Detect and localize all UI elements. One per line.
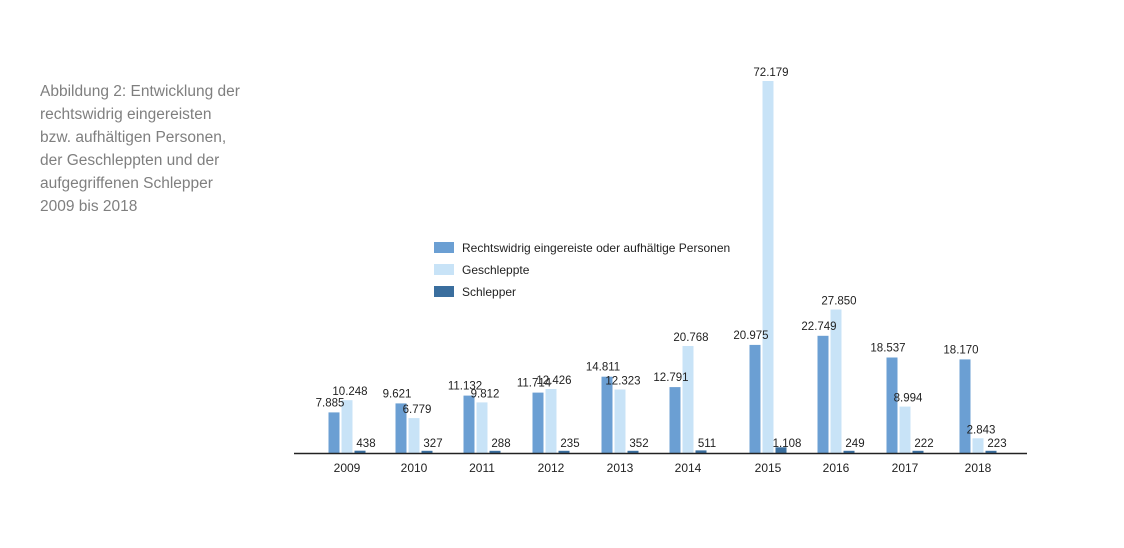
x-tick-label-2016: 2016 [823,461,850,475]
x-tick-label-2018: 2018 [965,461,992,475]
data-label-2014-series-3: 511 [698,438,716,450]
caption-line: rechtswidrig eingereisten [40,106,212,123]
legend-swatch-1 [434,242,454,253]
bar-2011-series-2 [476,402,488,453]
data-label-2011-series-2: 9.812 [471,388,500,400]
data-label-2016-series-2: 27.850 [821,296,856,308]
bar-2010-series-1 [395,403,407,453]
bar-2013-series-1 [601,376,613,453]
chart-bars [328,81,997,453]
data-label-2010-series-3: 327 [423,438,442,450]
bar-2014-series-2 [682,346,694,453]
bar-2012-series-1 [532,392,544,453]
data-label-2017-series-3: 222 [914,438,933,450]
bar-2015-series-3 [775,447,787,453]
data-label-2018-series-2: 2.843 [967,424,996,436]
data-label-2012-series-3: 235 [560,438,579,450]
chart-legend: Rechtswidrig eingereiste oder aufhältige… [434,241,730,299]
data-label-2009-series-2: 10.248 [332,386,367,398]
caption-line: aufgegriffenen Schlepper [40,175,213,192]
data-label-2018-series-3: 223 [987,438,1006,450]
x-tick-label-2013: 2013 [607,461,634,475]
caption-line: 2009 bis 2018 [40,198,138,215]
legend-label-1: Rechtswidrig eingereiste oder aufhältige… [462,241,730,255]
data-label-2015-series-2: 72.179 [753,67,788,79]
data-label-2013-series-3: 352 [629,438,648,450]
data-label-2009-series-3: 438 [356,438,375,450]
x-tick-label-2009: 2009 [334,461,361,475]
x-tick-label-2012: 2012 [538,461,565,475]
data-label-2013-series-2: 12.323 [605,376,640,388]
figure-caption: Abbildung 2: Entwicklung der rechtswidri… [40,80,280,218]
bar-2013-series-3 [627,450,639,453]
data-label-2011-series-1: 11.132 [448,381,482,393]
data-label-2018-series-1: 18.170 [943,344,978,356]
x-tick-label-2017: 2017 [892,461,919,475]
data-label-2017-series-1: 18.537 [870,343,905,355]
legend-label-3: Schlepper [462,285,516,299]
bar-2010-series-2 [408,418,420,453]
bar-2018-series-2 [972,438,984,453]
bar-2016-series-2 [830,309,842,453]
data-label-2015-series-3: 1.108 [773,438,802,450]
bar-2017-series-3 [912,450,924,453]
data-label-2014-series-2: 20.768 [673,332,708,344]
legend-label-2: Geschleppte [462,263,530,277]
bar-2018-series-1 [959,359,971,453]
bar-2011-series-1 [463,395,475,453]
data-label-2009-series-1: 7.885 [316,397,345,409]
bar-2014-series-3 [695,450,707,453]
data-label-2012-series-1: 11.714 [517,378,552,390]
bar-2013-series-2 [614,389,626,453]
bar-2015-series-2 [762,81,774,453]
caption-line: Abbildung 2: Entwicklung der [40,83,240,100]
bar-2010-series-3 [421,450,433,453]
bar-2015-series-1 [749,344,761,453]
data-label-2013-series-1: 14.811 [586,362,620,374]
data-label-2011-series-3: 288 [491,438,510,450]
bar-2009-series-3 [354,450,366,453]
bar-2017-series-2 [899,406,911,453]
legend-swatch-2 [434,264,454,275]
data-label-2016-series-1: 22.749 [801,321,836,333]
data-label-2010-series-2: 6.779 [403,404,432,416]
data-label-2017-series-2: 8.994 [894,393,923,405]
data-label-2012-series-2: 12.426 [536,375,571,387]
data-label-2015-series-1: 20.975 [733,330,768,342]
caption-line: der Geschleppten und der [40,152,220,169]
legend-swatch-3 [434,286,454,297]
x-tick-label-2015: 2015 [755,461,782,475]
bar-2018-series-3 [985,450,997,453]
bar-2009-series-1 [328,412,340,453]
data-label-2016-series-3: 249 [845,438,864,450]
x-axis-ticks: 2009 2010 2011 2012 2013 2014 2015 2016 2017 2018 [334,461,992,475]
bar-2011-series-3 [489,450,501,453]
data-label-2010-series-1: 9.621 [383,388,412,400]
x-tick-label-2010: 2010 [401,461,428,475]
bar-2014-series-1 [669,387,681,453]
caption-line: bzw. aufhältigen Personen, [40,129,227,146]
bar-2016-series-1 [817,335,829,453]
x-tick-label-2011: 2011 [469,461,495,475]
bar-2012-series-2 [545,389,557,453]
bar-2009-series-2 [341,400,353,453]
data-label-2014-series-1: 12.791 [653,372,688,384]
bar-2012-series-3 [558,450,570,453]
bar-2016-series-3 [843,450,855,453]
x-tick-label-2014: 2014 [675,461,702,475]
bar-2017-series-1 [886,357,898,453]
